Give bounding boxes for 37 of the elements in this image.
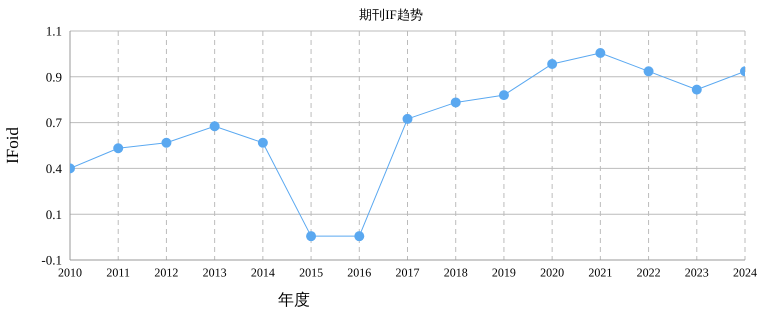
y-tick-label: -0.1 xyxy=(41,252,62,268)
x-axis-title: 年度 xyxy=(278,290,310,311)
x-tick-label: 2012 xyxy=(154,266,178,280)
point xyxy=(258,138,268,148)
point xyxy=(354,231,364,242)
point xyxy=(210,121,220,132)
point xyxy=(450,97,461,108)
point xyxy=(306,231,316,242)
y-tick-label: 0.9 xyxy=(46,69,62,84)
point xyxy=(402,114,412,124)
y-tick-label: 0.7 xyxy=(46,115,62,130)
x-tick-label: 2024 xyxy=(733,266,757,280)
point xyxy=(692,84,702,95)
y-axis-title: IFoid xyxy=(3,126,22,164)
point xyxy=(161,138,172,148)
x-tick-label: 2019 xyxy=(492,266,516,280)
x-tick-label: 2018 xyxy=(444,266,468,280)
x-tick-label: 2015 xyxy=(299,266,324,280)
point xyxy=(644,66,654,76)
y-tick-label: 0.4 xyxy=(46,161,62,176)
x-tick-label: 2017 xyxy=(396,266,420,280)
point xyxy=(595,48,606,58)
chart-title: 期刊IF趋势 xyxy=(358,6,424,24)
x-tick-label: 2022 xyxy=(636,266,661,280)
x-tick-label: 2020 xyxy=(540,266,564,280)
y-tick-label: 1.1 xyxy=(46,24,62,39)
x-tick-label: 2010 xyxy=(58,266,82,280)
point xyxy=(113,143,124,154)
point xyxy=(498,90,509,100)
x-tick-label: 2021 xyxy=(588,266,612,280)
x-tick-label: 2013 xyxy=(202,266,227,280)
x-tick-label: 2014 xyxy=(250,266,275,280)
x-tick-label: 2023 xyxy=(684,266,709,280)
y-tick-label: 0.1 xyxy=(46,206,62,222)
x-tick-label: 2011 xyxy=(106,266,130,280)
point xyxy=(547,58,558,69)
x-tick-label: 2016 xyxy=(347,266,372,280)
